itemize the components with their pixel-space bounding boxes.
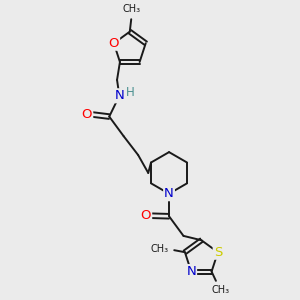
- Text: N: N: [115, 89, 124, 102]
- Text: CH₃: CH₃: [122, 4, 140, 14]
- Text: CH₃: CH₃: [211, 285, 229, 295]
- Text: O: O: [82, 108, 92, 121]
- Text: O: O: [141, 209, 151, 222]
- Text: S: S: [214, 246, 222, 259]
- Text: O: O: [109, 37, 119, 50]
- Text: N: N: [164, 187, 174, 200]
- Text: H: H: [126, 86, 135, 99]
- Text: CH₃: CH₃: [150, 244, 168, 254]
- Text: N: N: [186, 265, 196, 278]
